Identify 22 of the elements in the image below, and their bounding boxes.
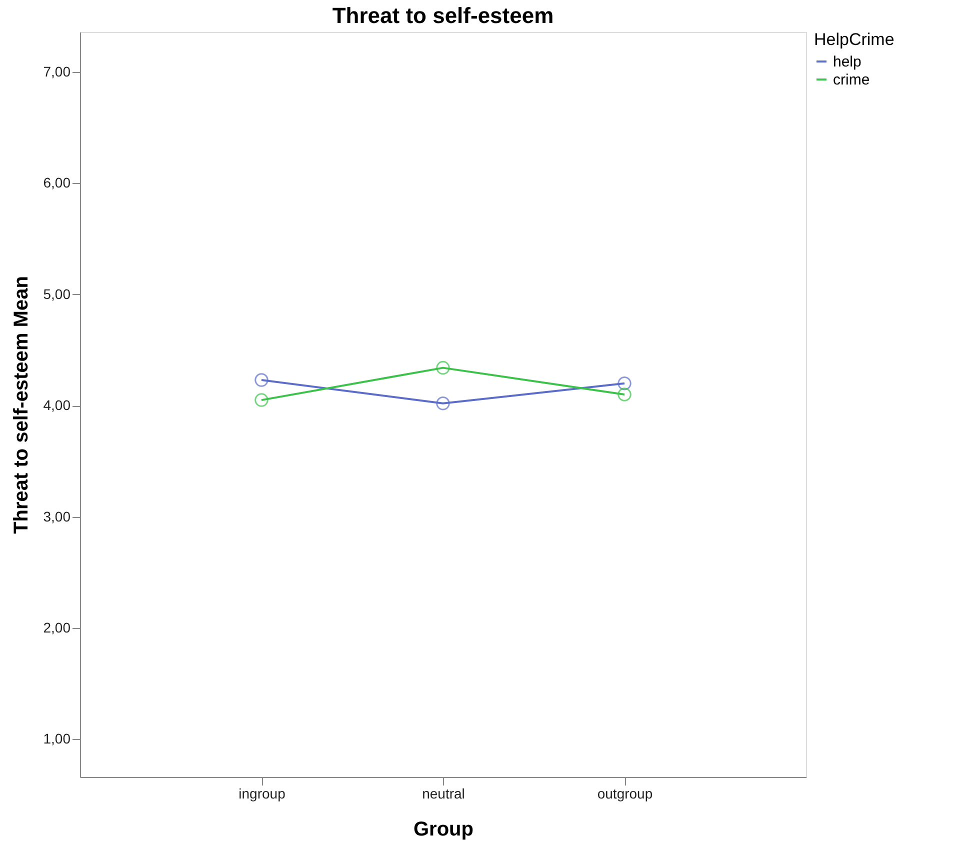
point — [254, 373, 268, 387]
x-tick-label: ingroup — [238, 786, 286, 802]
y-tick-label: 7,00 — [43, 64, 71, 80]
y-tick-label: 1,00 — [43, 730, 71, 747]
y-tick-label: 5,00 — [43, 286, 71, 302]
point — [436, 360, 450, 375]
y-tick-label: 4,00 — [43, 397, 71, 414]
x-axis-title: Group — [414, 818, 474, 840]
y-tick-label: 3,00 — [43, 508, 71, 524]
legend-label: help — [833, 54, 862, 70]
legend-title: HelpCrime — [814, 30, 894, 49]
point — [618, 376, 632, 390]
point — [436, 396, 450, 410]
x-tick-label: outgroup — [597, 786, 653, 802]
y-axis-title: Threat to self-esteem Mean — [10, 276, 32, 534]
legend-label: crime — [833, 72, 870, 88]
y-tick-label: 6,00 — [43, 174, 71, 191]
y-tick-label: 2,00 — [43, 620, 71, 636]
chart-title: Threat to self-esteem — [332, 3, 554, 28]
point — [618, 388, 632, 402]
point — [254, 393, 268, 407]
x-tick-label: neutral — [422, 786, 465, 802]
